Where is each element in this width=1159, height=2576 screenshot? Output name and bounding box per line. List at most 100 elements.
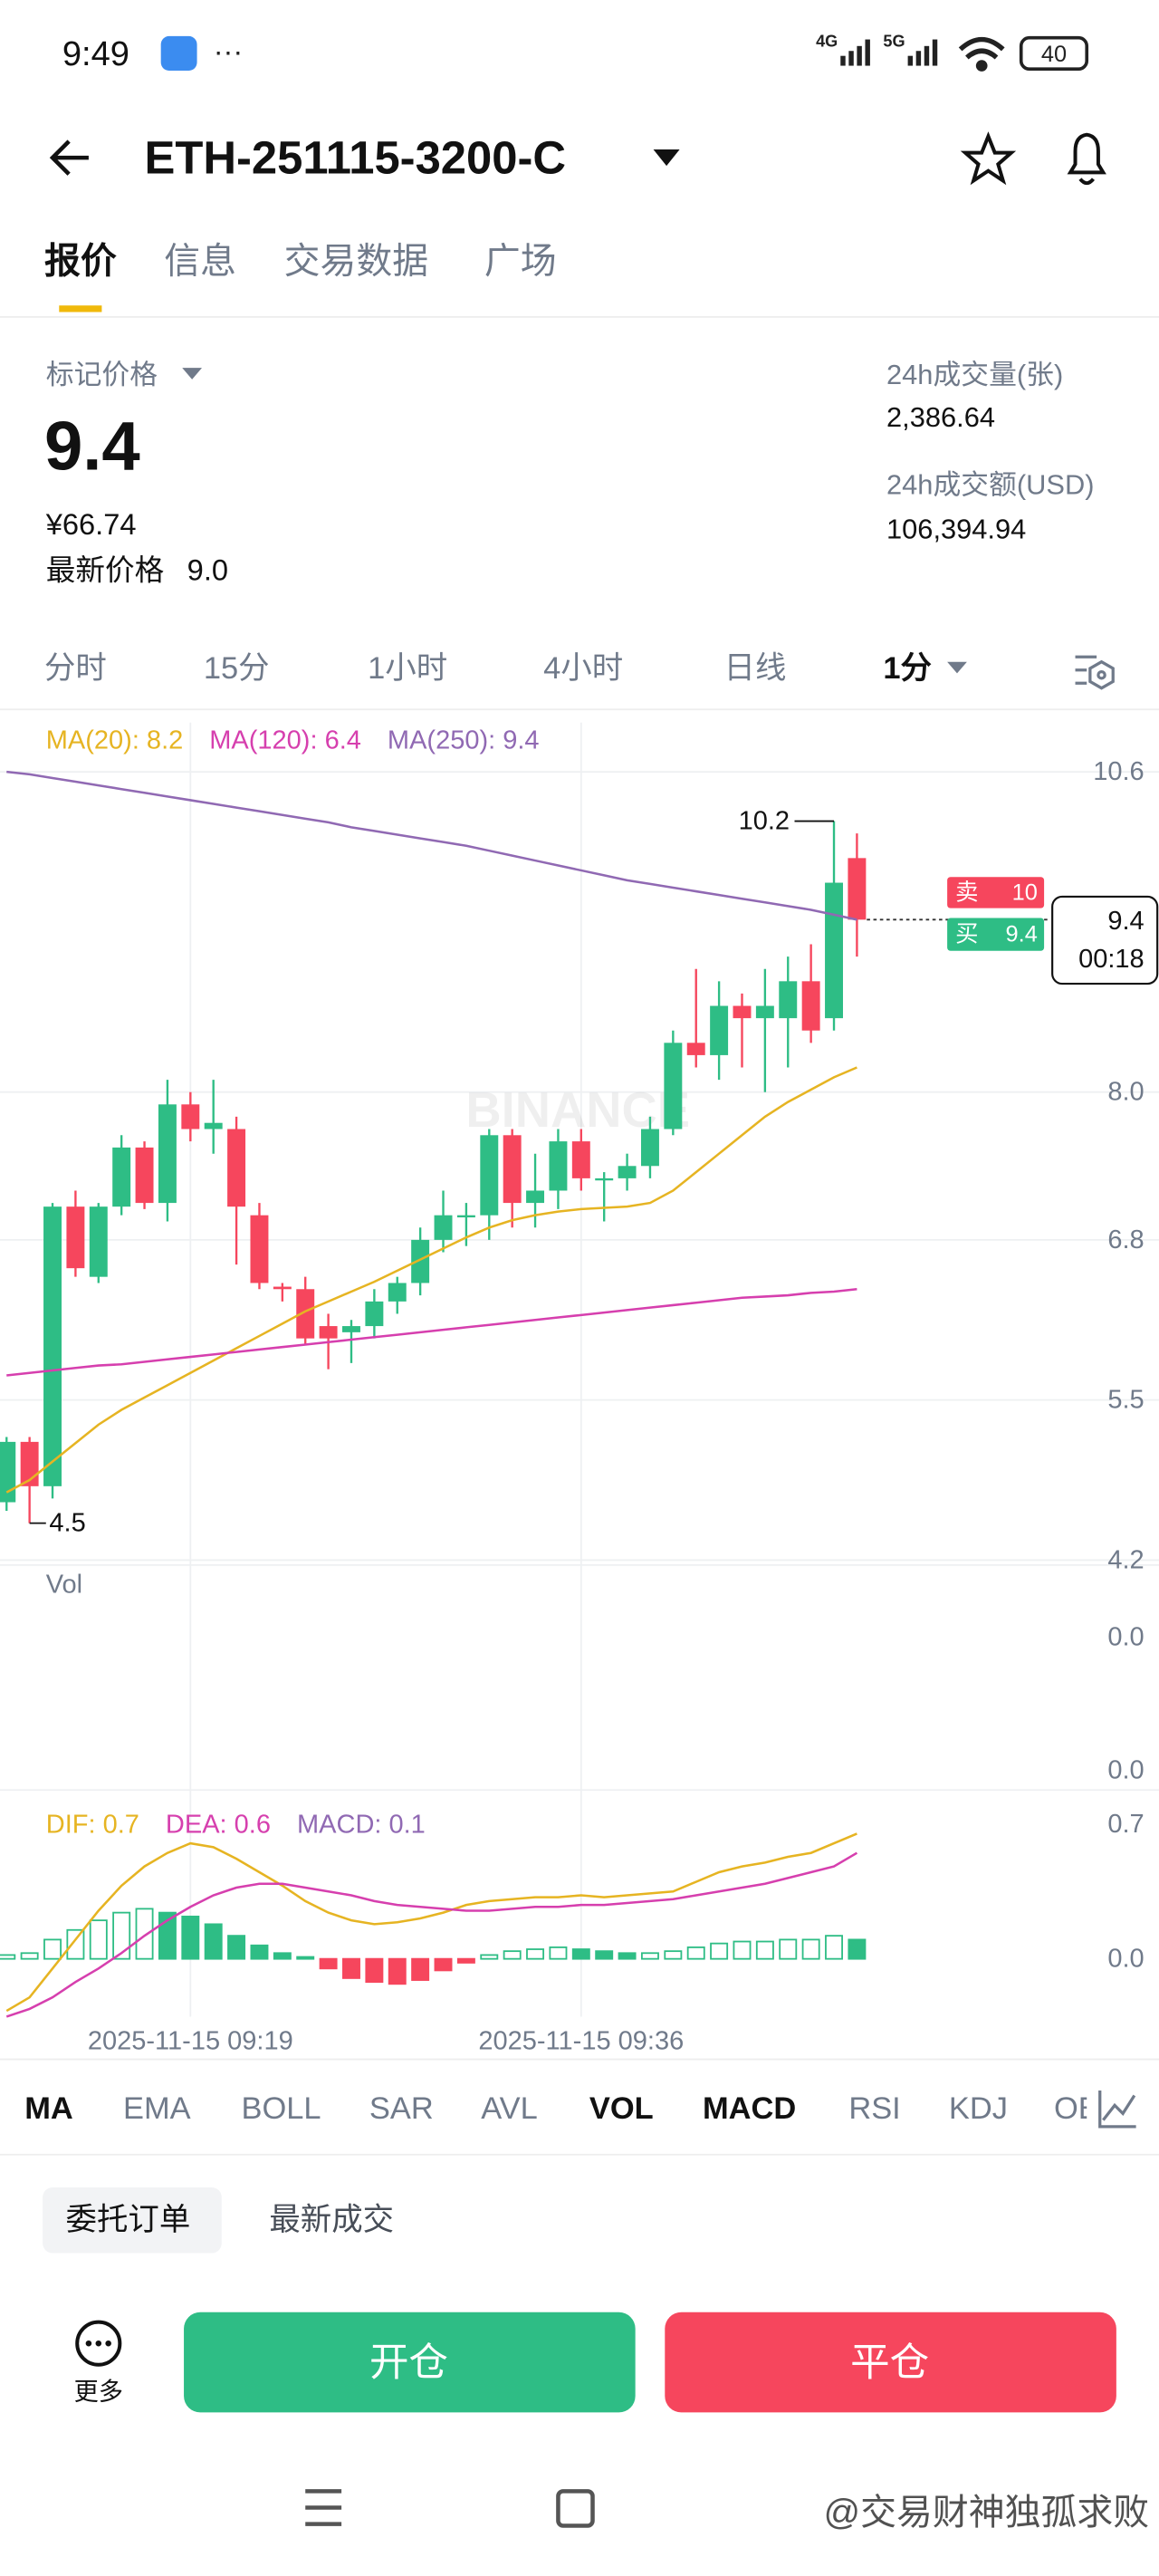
candle-body	[411, 1239, 430, 1283]
interval[interactable]: 1分	[883, 651, 932, 686]
volume-value: 2,386.64	[886, 401, 995, 433]
app-icon	[160, 35, 197, 72]
indicator-tab[interactable]: MACD	[703, 2091, 796, 2126]
nav-home[interactable]	[556, 2489, 595, 2528]
candle-body	[296, 1289, 315, 1339]
chart: 2025-11-15 09:19 2025-11-15 09:36 10.6 8.0 6…	[0, 722, 1159, 2056]
sell-tag-label: 卖	[955, 879, 978, 905]
candle-body	[503, 1135, 522, 1204]
orders-tab-bg[interactable]	[43, 2187, 222, 2254]
macd-bar	[411, 1957, 430, 1981]
amount-value: 106,394.94	[886, 513, 1026, 544]
macd-bar	[273, 1952, 292, 1960]
status-more: ···	[214, 34, 244, 68]
macd-bar	[733, 1940, 752, 1960]
macd-bar	[342, 1957, 360, 1979]
candle-body	[250, 1215, 269, 1283]
favorite-button[interactable]	[960, 131, 1017, 186]
indicator-tab[interactable]: BOLL	[242, 2091, 321, 2126]
interval[interactable]: 1小时	[368, 651, 447, 686]
more-label[interactable]: 更多	[74, 2377, 123, 2405]
more-dots	[85, 2340, 111, 2347]
macd-bar	[640, 1952, 659, 1960]
last-price-label: 最新价格	[46, 553, 165, 587]
candle-body	[181, 1104, 200, 1129]
indicator-tab[interactable]: AVL	[481, 2091, 538, 2126]
indicator-tab[interactable]: VOL	[589, 2091, 654, 2126]
ma-legend: MA(250): 9.4	[388, 726, 540, 755]
candle-body	[733, 1005, 752, 1019]
mark-price-label[interactable]: 标记价格	[46, 359, 158, 390]
macd-bar	[204, 1923, 223, 1960]
nav-menu[interactable]	[305, 2489, 342, 2526]
y-tick-label: 4.2	[1107, 1545, 1144, 1574]
candle-body	[571, 1141, 590, 1178]
indicator-tab[interactable]: MA	[24, 2091, 73, 2126]
candle-body	[755, 1005, 774, 1019]
candle-body	[710, 1005, 729, 1055]
candle-body	[434, 1215, 453, 1240]
open-button[interactable]	[184, 2312, 636, 2413]
macd-bar	[801, 1938, 820, 1960]
back-button[interactable]	[49, 139, 89, 176]
macd-bar	[135, 1908, 154, 1960]
status-time: 9:49	[62, 35, 129, 73]
battery-level: 40	[1041, 42, 1067, 67]
interval-dropdown[interactable]	[947, 661, 967, 674]
macd-bar	[664, 1950, 683, 1960]
indicator-tab[interactable]: KDJ	[949, 2091, 1008, 2126]
ma-legend: MA(120): 6.4	[209, 726, 361, 755]
buy-tag	[947, 918, 1045, 951]
macd-bar	[571, 1948, 590, 1960]
tab[interactable]: 广场	[484, 241, 557, 281]
page-title[interactable]: ETH-251115-3200-C	[145, 132, 567, 184]
indicator-tab[interactable]: SAR	[369, 2091, 434, 2126]
indicator-settings[interactable]	[1098, 2091, 1136, 2129]
macd-bar	[365, 1957, 384, 1984]
macd-bar	[549, 1946, 568, 1960]
macd-bar	[779, 1938, 798, 1960]
ma-line	[5, 1066, 857, 1494]
close-button[interactable]	[665, 2312, 1116, 2413]
candle-body	[0, 1441, 16, 1503]
interval[interactable]: 15分	[204, 651, 270, 686]
orders-tab[interactable]: 委托订单	[66, 2203, 191, 2237]
more-icon[interactable]	[75, 2320, 122, 2367]
candle-body	[43, 1206, 62, 1486]
title-dropdown[interactable]	[653, 149, 680, 167]
candle-body	[158, 1104, 177, 1204]
volume-axis-label: 0.0	[1107, 1755, 1144, 1784]
tab-indicator	[59, 305, 102, 312]
wifi-icon	[958, 36, 1005, 72]
alert-button[interactable]	[1067, 132, 1106, 186]
macd-bar	[618, 1952, 637, 1960]
candle-body	[89, 1206, 108, 1277]
candle-body	[112, 1147, 131, 1207]
cny-price: ¥66.74	[45, 507, 137, 541]
indicator-tab[interactable]: EMA	[123, 2091, 191, 2126]
candle-body	[135, 1147, 154, 1204]
trades-tab[interactable]: 最新成交	[269, 2203, 394, 2237]
indicator-tab[interactable]: OBV	[1054, 2091, 1120, 2126]
tab[interactable]: 报价	[44, 241, 117, 281]
candle-body	[480, 1135, 499, 1216]
volume-label: 24h成交量(张)	[886, 359, 1063, 390]
amount-label: 24h成交额(USD)	[886, 468, 1094, 500]
macd-bar	[755, 1940, 774, 1960]
macd-bar	[503, 1950, 522, 1960]
candle-body	[456, 1215, 475, 1218]
close-label[interactable]: 平仓	[850, 2341, 929, 2385]
chart-settings[interactable]	[1075, 655, 1115, 690]
y-tick-label: 8.0	[1107, 1078, 1144, 1107]
interval[interactable]: 4小时	[543, 651, 623, 686]
interval[interactable]: 日线	[724, 651, 787, 686]
open-label[interactable]: 开仓	[369, 2341, 448, 2385]
tab[interactable]: 信息	[164, 241, 236, 281]
candle-body	[66, 1206, 85, 1269]
interval[interactable]: 分时	[44, 651, 107, 686]
tab[interactable]: 交易数据	[284, 241, 429, 281]
mark-price-dropdown[interactable]	[182, 368, 203, 380]
x-tick-label: 2025-11-15 09:36	[478, 2027, 684, 2056]
macd-bar	[43, 1938, 62, 1960]
indicator-tab[interactable]: RSI	[848, 2091, 900, 2126]
